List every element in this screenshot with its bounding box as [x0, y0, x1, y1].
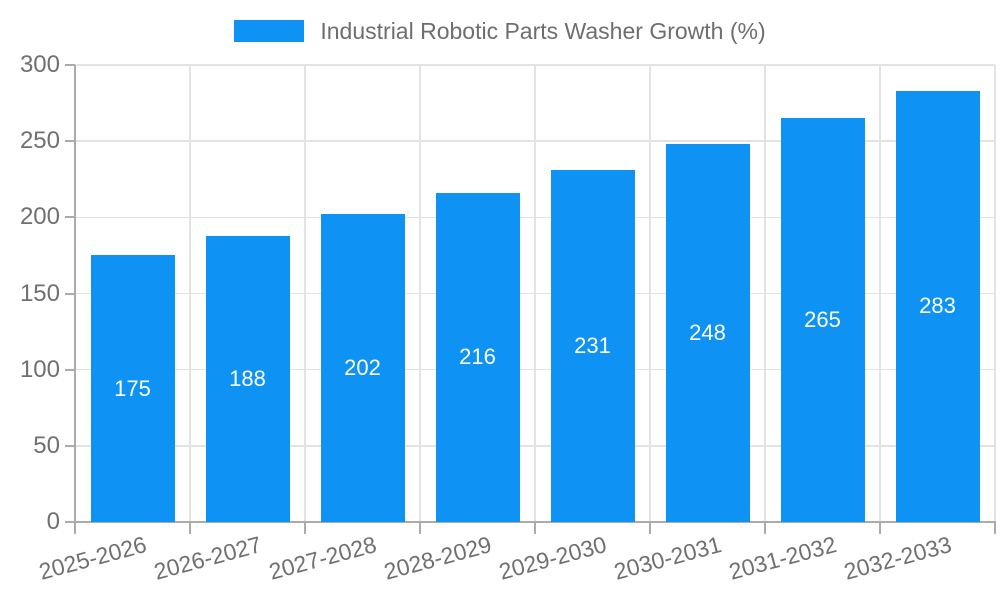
v-gridline	[419, 65, 421, 522]
bar: 175	[90, 255, 175, 522]
bar-value-label: 248	[689, 320, 726, 346]
x-tick	[74, 522, 76, 534]
y-axis-line	[74, 65, 76, 522]
bar-value-label: 283	[919, 293, 956, 319]
x-tick-label: 2032-2033	[840, 531, 954, 585]
v-gridline	[534, 65, 536, 522]
x-tick	[304, 522, 306, 534]
v-gridline	[189, 65, 191, 522]
bar: 202	[320, 214, 405, 522]
x-tick-label: 2025-2026	[35, 531, 149, 585]
x-tick-label: 2027-2028	[265, 531, 379, 585]
bar: 265	[780, 118, 865, 522]
y-tick	[65, 216, 75, 219]
v-gridline	[304, 65, 306, 522]
x-tick	[649, 522, 651, 534]
y-tick-label: 50	[33, 431, 60, 459]
v-gridline	[649, 65, 651, 522]
y-tick-label: 0	[46, 508, 60, 535]
bar: 248	[665, 144, 750, 522]
y-tick	[65, 292, 75, 295]
x-tick	[419, 522, 421, 534]
bar-value-label: 231	[574, 333, 611, 359]
x-tick	[879, 522, 881, 534]
y-tick	[65, 368, 75, 371]
bar: 216	[435, 192, 520, 522]
bar-value-label: 188	[229, 365, 266, 391]
x-tick-label: 2026-2027	[150, 531, 264, 585]
bar-value-label: 202	[344, 355, 381, 381]
bar-value-label: 265	[804, 307, 841, 333]
v-gridline	[994, 65, 996, 522]
x-tick-label: 2030-2031	[610, 531, 724, 585]
y-tick	[65, 140, 75, 143]
x-tick	[189, 522, 191, 534]
bar: 188	[205, 235, 290, 522]
legend-swatch	[234, 20, 305, 42]
y-tick	[65, 444, 75, 447]
bar-value-label: 175	[114, 375, 151, 401]
x-tick-label: 2031-2032	[725, 531, 839, 585]
y-tick	[65, 64, 75, 66]
bar: 231	[550, 170, 635, 522]
x-tick-label: 2028-2029	[380, 531, 494, 585]
y-tick-label: 250	[19, 127, 60, 155]
bar: 283	[895, 90, 980, 522]
y-tick-label: 150	[19, 279, 60, 307]
x-tick	[764, 522, 766, 534]
x-tick	[534, 522, 536, 534]
legend[interactable]: Industrial Robotic Parts Washer Growth (…	[0, 16, 1000, 46]
y-tick-label: 200	[19, 203, 60, 231]
v-gridline	[879, 65, 881, 522]
y-tick-label: 100	[19, 355, 60, 383]
x-axis-line	[74, 521, 996, 523]
y-tick	[65, 521, 75, 523]
v-gridline	[764, 65, 766, 522]
bar-value-label: 216	[459, 344, 496, 370]
legend-label: Industrial Robotic Parts Washer Growth (…	[320, 17, 766, 44]
x-tick-label: 2029-2030	[495, 531, 609, 585]
x-tick	[994, 522, 996, 534]
y-tick-label: 300	[19, 51, 60, 78]
